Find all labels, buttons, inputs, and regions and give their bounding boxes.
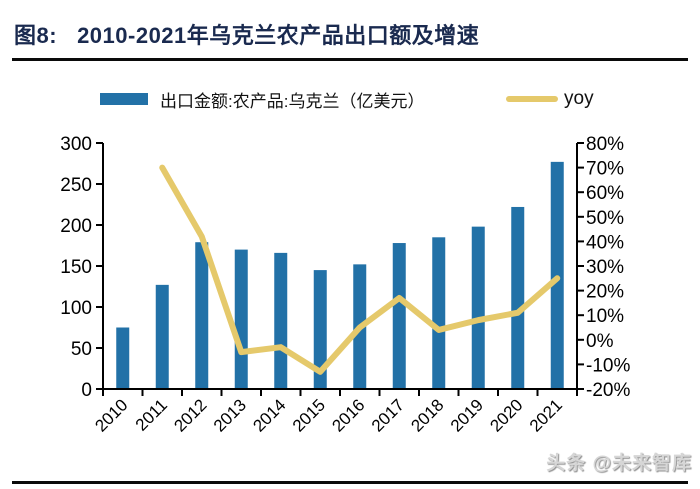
chart-legend: 出口金额:农产品:乌克兰（亿美元） yoy <box>0 84 700 114</box>
bar-2018 <box>432 237 446 389</box>
right-tick-label: 60% <box>586 183 624 204</box>
bar-series-label: 出口金额:农产品:乌克兰（亿美元） <box>160 91 425 111</box>
x-label-2017: 2017 <box>368 395 408 435</box>
left-tick-label: 50 <box>71 339 92 360</box>
bar-2012 <box>195 242 209 389</box>
right-tick-label: 20% <box>586 282 624 303</box>
right-tick-label: -10% <box>586 355 630 376</box>
left-tick-label: 100 <box>60 298 92 319</box>
bottom-divider <box>12 481 688 484</box>
bar-2010 <box>116 327 130 389</box>
x-label-2020: 2020 <box>486 395 526 435</box>
bar-2015 <box>313 270 327 389</box>
bar-2014 <box>274 252 288 389</box>
bar-2019 <box>471 226 485 389</box>
left-tick-label: 200 <box>60 216 92 237</box>
watermark: 头条 @未来智库 <box>546 453 692 474</box>
x-label-2010: 2010 <box>91 395 131 435</box>
line-series-swatch <box>506 96 558 102</box>
x-label-2019: 2019 <box>447 395 487 435</box>
x-label-2015: 2015 <box>289 395 329 435</box>
right-tick-label: 10% <box>586 306 624 327</box>
right-tick-label: 80% <box>586 134 624 155</box>
bar-series-swatch <box>100 93 148 105</box>
right-tick-label: 70% <box>586 159 624 180</box>
x-label-2016: 2016 <box>328 395 368 435</box>
x-label-2018: 2018 <box>407 395 447 435</box>
figure-number-label: 图8: <box>14 23 58 48</box>
right-tick-label: -20% <box>586 380 630 401</box>
figure-title-row: 图8: 2010-2021年乌克兰农产品出口额及增速 <box>14 18 479 50</box>
legend-item-exports: 出口金额:农产品:乌克兰（亿美元） <box>100 84 424 114</box>
left-tick-label: 0 <box>81 380 92 401</box>
figure-title: 2010-2021年乌克兰农产品出口额及增速 <box>77 23 480 48</box>
x-label-2013: 2013 <box>210 395 250 435</box>
bar-2011 <box>155 284 169 389</box>
left-tick-label: 250 <box>60 175 92 196</box>
bar-2017 <box>392 243 406 389</box>
x-label-2021: 2021 <box>526 395 566 435</box>
x-label-2011: 2011 <box>132 395 171 434</box>
line-series-label: yoy <box>564 88 594 109</box>
right-tick-label: 40% <box>586 232 624 253</box>
right-tick-label: 0% <box>586 331 614 352</box>
legend-item-yoy: yoy <box>506 84 594 114</box>
bar-2020 <box>511 206 525 389</box>
left-tick-label: 150 <box>60 257 92 278</box>
yoy-line <box>159 164 561 375</box>
bar-2013 <box>234 249 248 389</box>
left-tick-label: 300 <box>60 134 92 155</box>
right-tick-label: 30% <box>586 257 624 278</box>
x-label-2012: 2012 <box>170 395 210 435</box>
right-tick-label: 50% <box>586 208 624 229</box>
x-label-2014: 2014 <box>249 395 289 435</box>
title-divider <box>12 58 688 61</box>
